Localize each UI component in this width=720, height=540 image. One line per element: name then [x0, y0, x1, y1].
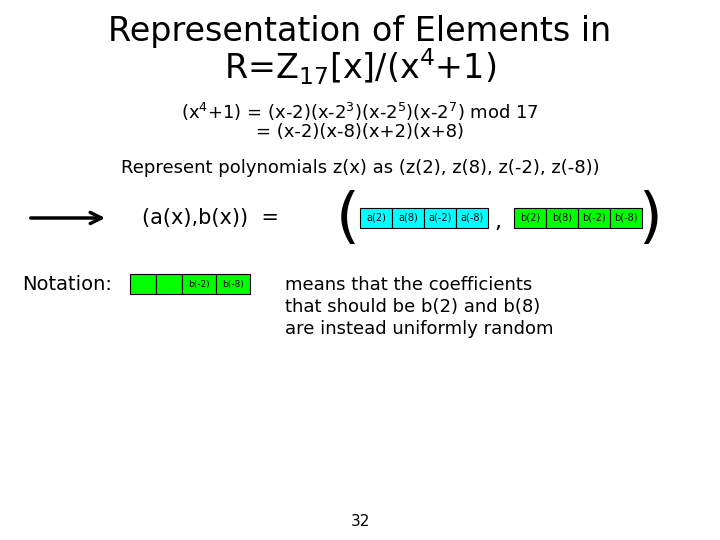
Text: b(-8): b(-8) — [222, 280, 244, 288]
FancyBboxPatch shape — [514, 208, 546, 228]
Text: Represent polynomials z(x) as (z(2), z(8), z(-2), z(-8)): Represent polynomials z(x) as (z(2), z(8… — [121, 159, 599, 177]
Text: a(8): a(8) — [398, 213, 418, 223]
FancyBboxPatch shape — [424, 208, 456, 228]
Text: a(2): a(2) — [366, 213, 386, 223]
FancyBboxPatch shape — [392, 208, 424, 228]
Text: means that the coefficients: means that the coefficients — [285, 276, 532, 294]
FancyBboxPatch shape — [130, 274, 156, 294]
Text: 32: 32 — [351, 515, 369, 530]
FancyBboxPatch shape — [456, 208, 488, 228]
Text: (x$^4$+1) = (x-2)(x-2$^3$)(x-2$^5$)(x-2$^7$) mod 17: (x$^4$+1) = (x-2)(x-2$^3$)(x-2$^5$)(x-2$… — [181, 101, 539, 123]
Text: (: ( — [336, 191, 360, 249]
Text: ,: , — [495, 212, 502, 232]
Text: Representation of Elements in: Representation of Elements in — [109, 16, 611, 49]
FancyBboxPatch shape — [216, 274, 250, 294]
Text: (a(x),b(x))  =: (a(x),b(x)) = — [142, 208, 279, 228]
Text: that should be b(2) and b(8): that should be b(2) and b(8) — [285, 298, 540, 316]
FancyBboxPatch shape — [610, 208, 642, 228]
Text: a(-2): a(-2) — [428, 213, 451, 223]
Text: b(-8): b(-8) — [614, 213, 638, 223]
Text: ): ) — [638, 191, 662, 249]
FancyBboxPatch shape — [360, 208, 392, 228]
Text: R=Z$_{17}$[x]/(x$^4$+1): R=Z$_{17}$[x]/(x$^4$+1) — [224, 47, 496, 87]
Text: a(-8): a(-8) — [460, 213, 484, 223]
FancyBboxPatch shape — [546, 208, 578, 228]
FancyBboxPatch shape — [182, 274, 216, 294]
Text: b(2): b(2) — [520, 213, 540, 223]
Text: b(8): b(8) — [552, 213, 572, 223]
FancyBboxPatch shape — [156, 274, 182, 294]
Text: b(-2): b(-2) — [582, 213, 606, 223]
Text: b(-2): b(-2) — [188, 280, 210, 288]
Text: are instead uniformly random: are instead uniformly random — [285, 320, 554, 338]
Text: Notation:: Notation: — [22, 275, 112, 294]
FancyBboxPatch shape — [578, 208, 610, 228]
Text: = (x-2)(x-8)(x+2)(x+8): = (x-2)(x-8)(x+2)(x+8) — [256, 123, 464, 141]
